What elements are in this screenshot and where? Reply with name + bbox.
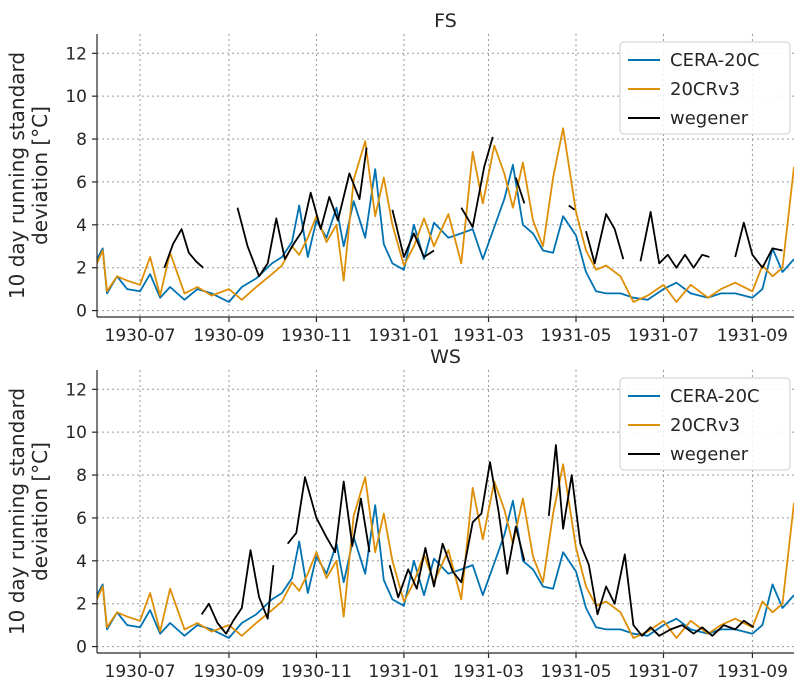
x-tick-label: 1931-01 [368,326,439,346]
series-line-wegener [585,213,625,265]
y-tick-label: 8 [76,466,87,486]
chart-title: WS [430,346,461,368]
x-tick-label: 1931-03 [453,326,524,346]
legend-box [619,41,791,135]
y-tick-label: 4 [76,552,87,572]
series-line-wegener [514,177,526,204]
legend-label: 20CRv3 [670,79,740,100]
x-tick-label: 1931-09 [717,326,788,346]
series-group [97,127,794,303]
x-tick-label: 1931-07 [628,326,699,346]
x-tick-label: 1930-09 [193,326,264,346]
series-line-wegener [236,147,368,278]
legend-box [619,377,791,471]
series-line-cera-20c [97,163,794,303]
legend-label: CERA-20C [670,386,760,407]
legend-label: wegener [670,108,749,129]
x-tick-label: 1930-11 [281,662,352,682]
chart-title: FS [434,10,457,32]
y-tick-label: 6 [76,173,87,193]
series-line-cera-20c [97,499,794,639]
series-line-wegener [639,211,710,269]
x-tick-label: 1931-01 [368,662,439,682]
y-tick-label: 0 [76,638,87,658]
series-line-wegener [460,136,494,228]
x-tick-label: 1930-11 [281,326,352,346]
legend: CERA-20C 20CRv3 wegener [619,377,791,471]
x-tick-label: 1931-03 [453,662,524,682]
panel-ws: 0 2 4 6 8 10 12 1930-07 1930-09 1930-11 1931-01 193… [5,346,794,682]
x-tick-label: 1930-07 [105,326,176,346]
panel-fs: 0 2 4 6 8 10 12 1930-07 1930-09 1930-11 1931-01 193… [5,10,794,346]
y-axis-label: 10 day running standarddeviation [°C] [5,388,52,635]
y-tick-label: 4 [76,216,87,236]
y-tick-label: 12 [65,44,87,64]
x-tick-label: 1930-09 [193,662,264,682]
y-axis-label-line: deviation [°C] [28,106,52,245]
series-line-wegener [391,209,435,258]
x-tick-label: 1931-05 [540,326,611,346]
series-line-wegener [388,461,526,599]
y-tick-label: 12 [65,380,87,400]
x-tick-label: 1930-07 [105,662,176,682]
series-line-20crv3 [97,127,794,303]
legend-label: 20CRv3 [670,415,740,436]
y-tick-label: 10 [65,87,87,107]
y-axis-label-line: 10 day running standard [5,52,29,299]
y-tick-label: 8 [76,130,87,150]
series-line-wegener [200,549,275,635]
legend-label: wegener [670,444,749,465]
series-line-wegener [286,476,371,554]
legend-label: CERA-20C [670,50,760,71]
series-group [97,444,794,639]
y-axis-label: 10 day running standarddeviation [°C] [5,52,52,299]
y-tick-label: 2 [76,259,87,279]
legend: CERA-20C 20CRv3 wegener [619,41,791,135]
y-tick-label: 6 [76,509,87,529]
x-tick-label: 1931-09 [717,662,788,682]
y-tick-label: 0 [76,302,87,322]
y-tick-label: 2 [76,595,87,615]
x-tick-label: 1931-05 [540,662,611,682]
y-axis-label-line: deviation [°C] [28,442,52,581]
y-tick-label: 10 [65,423,87,443]
series-line-wegener [163,228,204,269]
series-line-wegener [568,204,576,211]
series-line-wegener [547,444,755,637]
y-axis-label-line: 10 day running standard [5,388,29,635]
x-tick-label: 1931-07 [628,662,699,682]
series-line-wegener [734,221,783,269]
